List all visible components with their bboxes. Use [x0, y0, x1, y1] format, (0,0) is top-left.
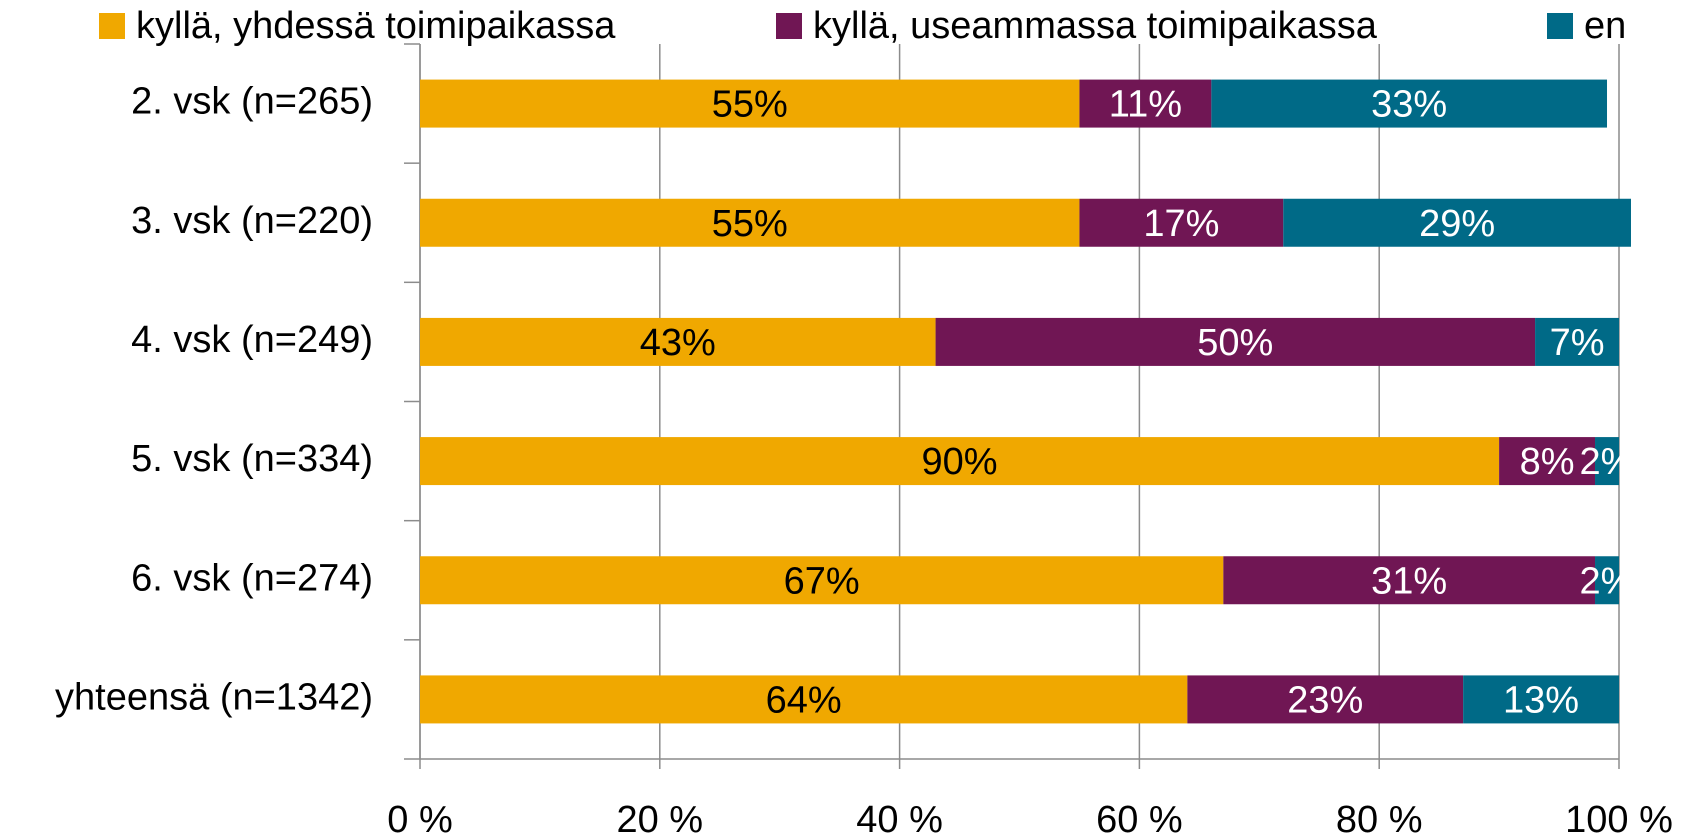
legend-label: kyllä, useammassa toimipaikassa: [813, 5, 1378, 47]
bar-segment: [420, 437, 1500, 486]
bar-segment: [1079, 198, 1284, 247]
legend-swatch: [1547, 13, 1573, 39]
y-tick-label: 2. vsk (n=265): [131, 81, 373, 123]
bar-segment: [420, 198, 1080, 247]
legend-swatch: [99, 13, 125, 39]
bar-segment: [420, 675, 1188, 724]
legend-swatch: [776, 13, 802, 39]
data-label: 55%: [712, 203, 788, 245]
bar-segment: [935, 317, 1536, 366]
bar-segment: [1595, 437, 1619, 486]
bar-segment: [420, 317, 936, 366]
data-label: 7%: [1550, 322, 1605, 364]
y-tick-label: 5. vsk (n=334): [131, 438, 373, 480]
bar-segment: [1187, 675, 1464, 724]
x-tick-label: 0 %: [387, 799, 452, 835]
legend-label: kyllä, yhdessä toimipaikassa: [136, 5, 616, 47]
data-label: 90%: [922, 441, 998, 483]
x-tick-label: 100 %: [1565, 799, 1673, 835]
legend-label: en: [1584, 5, 1626, 47]
data-label: 8%: [1520, 441, 1575, 483]
data-label: 31%: [1371, 560, 1447, 602]
bar-segment: [1283, 198, 1631, 247]
x-tick-label: 80 %: [1336, 799, 1423, 835]
x-tick-label: 40 %: [856, 799, 943, 835]
bar-segment: [1223, 556, 1596, 605]
bar-segment: [1463, 675, 1619, 724]
x-tick-label: 20 %: [616, 799, 703, 835]
y-tick-label: 3. vsk (n=220): [131, 200, 373, 242]
bar-segment: [1079, 79, 1212, 128]
data-label: 64%: [766, 679, 842, 721]
data-label: 11%: [1109, 84, 1182, 126]
x-tick-label: 60 %: [1096, 799, 1183, 835]
y-tick-label: yhteensä (n=1342): [55, 676, 373, 718]
y-tick-label: 6. vsk (n=274): [131, 557, 373, 599]
data-label: 43%: [640, 322, 716, 364]
data-label: 23%: [1287, 679, 1363, 721]
bar-segment: [420, 79, 1080, 128]
data-label: 17%: [1143, 203, 1219, 245]
bar-segment: [1595, 556, 1619, 605]
y-tick-label: 4. vsk (n=249): [131, 319, 373, 361]
data-label: 67%: [784, 560, 860, 602]
data-label: 33%: [1371, 84, 1447, 126]
data-label: 2%: [1580, 560, 1635, 602]
bar-segment: [1499, 437, 1596, 486]
data-label: 2%: [1580, 441, 1635, 483]
bar-segment: [1535, 317, 1619, 366]
data-label: 50%: [1197, 322, 1273, 364]
bar-segment: [420, 556, 1224, 605]
bar-segment: [1211, 79, 1608, 128]
data-label: 13%: [1503, 679, 1579, 721]
data-label: 29%: [1419, 203, 1495, 245]
data-label: 55%: [712, 84, 788, 126]
